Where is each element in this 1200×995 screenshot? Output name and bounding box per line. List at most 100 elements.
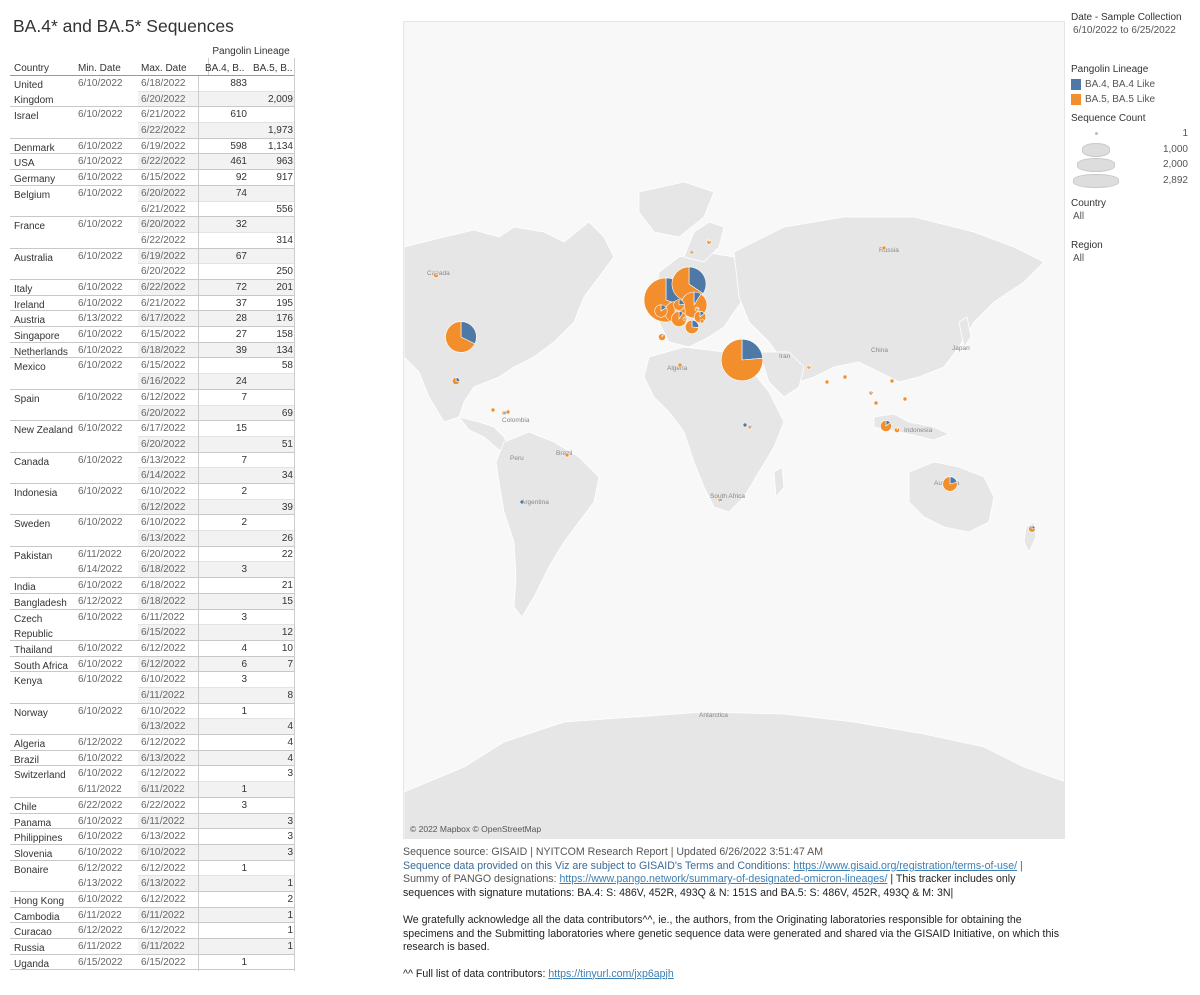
- ba4-count-cell[interactable]: 15: [235, 423, 247, 435]
- country-cell[interactable]: Italy: [14, 284, 33, 296]
- country-cell[interactable]: Czech Republic: [14, 613, 53, 640]
- ba4-count-cell[interactable]: 1: [241, 784, 247, 796]
- ba5-count-cell[interactable]: 917: [276, 172, 293, 184]
- ba5-count-cell[interactable]: 21: [281, 580, 293, 592]
- country-cell[interactable]: Brazil: [14, 754, 40, 766]
- pie-israel[interactable]: [720, 338, 764, 382]
- ba4-count-cell[interactable]: 72: [235, 282, 247, 294]
- ba5-count-cell[interactable]: 3: [287, 768, 293, 780]
- ba4-count-cell[interactable]: 883: [230, 78, 247, 89]
- region-filter-value[interactable]: All: [1073, 253, 1085, 264]
- country-cell[interactable]: Bonaire: [14, 864, 49, 876]
- ba5-count-cell[interactable]: 34: [281, 470, 293, 482]
- country-cell[interactable]: Thailand: [14, 644, 53, 656]
- country-cell[interactable]: Denmark: [14, 142, 55, 154]
- ba4-count-cell[interactable]: 1: [241, 956, 247, 968]
- pie-algeria[interactable]: [677, 362, 683, 368]
- pie-brazil[interactable]: [564, 452, 570, 458]
- country-cell[interactable]: Cambodia: [14, 911, 60, 923]
- country-cell[interactable]: Germany: [14, 174, 56, 186]
- pie-indonesia[interactable]: [894, 427, 900, 433]
- pie-philippines[interactable]: [902, 396, 908, 402]
- ba5-count-cell[interactable]: 195: [276, 297, 293, 309]
- country-cell[interactable]: Kenya: [14, 676, 43, 688]
- country-cell[interactable]: Curacao: [14, 927, 52, 939]
- pie-cambodia[interactable]: [873, 400, 879, 406]
- pie-sweden[interactable]: [706, 239, 712, 245]
- pie-switzerland[interactable]: [682, 316, 688, 322]
- pie-australia[interactable]: [942, 476, 958, 492]
- ba5-count-cell[interactable]: 58: [281, 360, 293, 372]
- ba5-count-cell[interactable]: 201: [276, 282, 293, 294]
- pie-new-zealand[interactable]: [1028, 525, 1036, 533]
- ba4-count-cell[interactable]: 610: [230, 109, 247, 121]
- ba5-count-cell[interactable]: 314: [276, 234, 293, 246]
- ba5-count-cell[interactable]: 963: [276, 156, 293, 168]
- ba4-count-cell[interactable]: 4: [241, 642, 247, 654]
- ba5-count-cell[interactable]: 134: [276, 344, 293, 356]
- country-cell[interactable]: Mexico: [14, 362, 46, 374]
- ba4-count-cell[interactable]: 2: [241, 517, 247, 529]
- column-header-ba5[interactable]: BA.5, B..: [253, 63, 293, 74]
- country-cell[interactable]: Pakistan: [14, 550, 53, 562]
- pie-russia[interactable]: [881, 245, 887, 251]
- ba4-count-cell[interactable]: 1: [241, 705, 247, 717]
- column-header-min-date[interactable]: Min. Date: [78, 63, 121, 74]
- country-cell[interactable]: Chile: [14, 801, 37, 813]
- column-header-max-date[interactable]: Max. Date: [141, 63, 187, 74]
- pie-mexico[interactable]: [452, 376, 460, 385]
- ba4-count-cell[interactable]: 2: [241, 486, 247, 498]
- pie-canada[interactable]: [433, 272, 439, 278]
- world-map[interactable]: Canada Russia China Iran Algeria Peru Br…: [403, 21, 1065, 839]
- pie-slovenia[interactable]: [699, 318, 705, 324]
- country-cell[interactable]: Algeria: [14, 739, 46, 751]
- country-cell[interactable]: Ireland: [14, 299, 45, 311]
- pie-pakistan[interactable]: [806, 364, 812, 370]
- ba5-count-cell[interactable]: 1: [287, 941, 293, 953]
- ba4-count-cell[interactable]: 3: [241, 564, 247, 576]
- country-cell[interactable]: Panama: [14, 817, 52, 829]
- ba4-count-cell[interactable]: 3: [241, 674, 247, 686]
- ba5-count-cell[interactable]: 250: [276, 266, 293, 278]
- ba5-count-cell[interactable]: 2: [287, 894, 293, 906]
- country-cell[interactable]: Russia: [14, 943, 45, 955]
- country-cell[interactable]: Uganda: [14, 958, 50, 970]
- ba5-count-cell[interactable]: 26: [281, 533, 293, 545]
- legend-item-ba5[interactable]: BA.5, BA.5 Like: [1071, 92, 1196, 107]
- column-header-country[interactable]: Country: [14, 63, 50, 74]
- country-cell[interactable]: India: [14, 582, 36, 594]
- ba5-count-cell[interactable]: 2,009: [267, 93, 293, 105]
- pango-link[interactable]: https://www.pango.network/summary-of-des…: [559, 873, 888, 885]
- ba5-count-cell[interactable]: 176: [276, 313, 293, 325]
- country-cell[interactable]: Israel: [14, 111, 39, 123]
- ba5-count-cell[interactable]: 12: [281, 627, 293, 639]
- country-cell[interactable]: Australia: [14, 252, 53, 264]
- country-cell[interactable]: Hong Kong: [14, 896, 65, 908]
- country-cell[interactable]: United Kingdom: [14, 80, 54, 106]
- country-cell[interactable]: Indonesia: [14, 488, 58, 500]
- pie-south-africa[interactable]: [717, 497, 723, 503]
- terms-link[interactable]: https://www.gisaid.org/registration/term…: [793, 859, 1018, 872]
- ba5-count-cell[interactable]: 51: [281, 438, 293, 450]
- ba5-count-cell[interactable]: 69: [281, 407, 293, 419]
- country-cell[interactable]: Netherlands: [14, 346, 68, 358]
- ba4-count-cell[interactable]: 3: [241, 611, 247, 623]
- country-cell[interactable]: Canada: [14, 456, 50, 468]
- country-cell[interactable]: Norway: [14, 707, 48, 719]
- ba4-count-cell[interactable]: 39: [235, 344, 247, 356]
- country-cell[interactable]: New Zealand: [14, 425, 73, 437]
- ba4-count-cell[interactable]: 6: [241, 658, 247, 670]
- ba5-count-cell[interactable]: 7: [287, 658, 293, 670]
- ba4-count-cell[interactable]: 32: [235, 219, 247, 231]
- ba4-count-cell[interactable]: 24: [235, 376, 247, 388]
- ba5-count-cell[interactable]: 4: [287, 752, 293, 764]
- pie-italy[interactable]: [684, 319, 700, 335]
- ba5-count-cell[interactable]: 10: [281, 642, 293, 654]
- pie-norway[interactable]: [689, 249, 695, 255]
- pie-curacao[interactable]: [505, 409, 511, 415]
- ba4-count-cell[interactable]: 598: [230, 140, 247, 152]
- pie-czech-republic[interactable]: [694, 306, 700, 312]
- ba5-count-cell[interactable]: 39: [281, 501, 293, 513]
- ba4-count-cell[interactable]: 3: [241, 799, 247, 811]
- contributors-link[interactable]: https://tinyurl.com/jxp6apjh: [548, 967, 674, 980]
